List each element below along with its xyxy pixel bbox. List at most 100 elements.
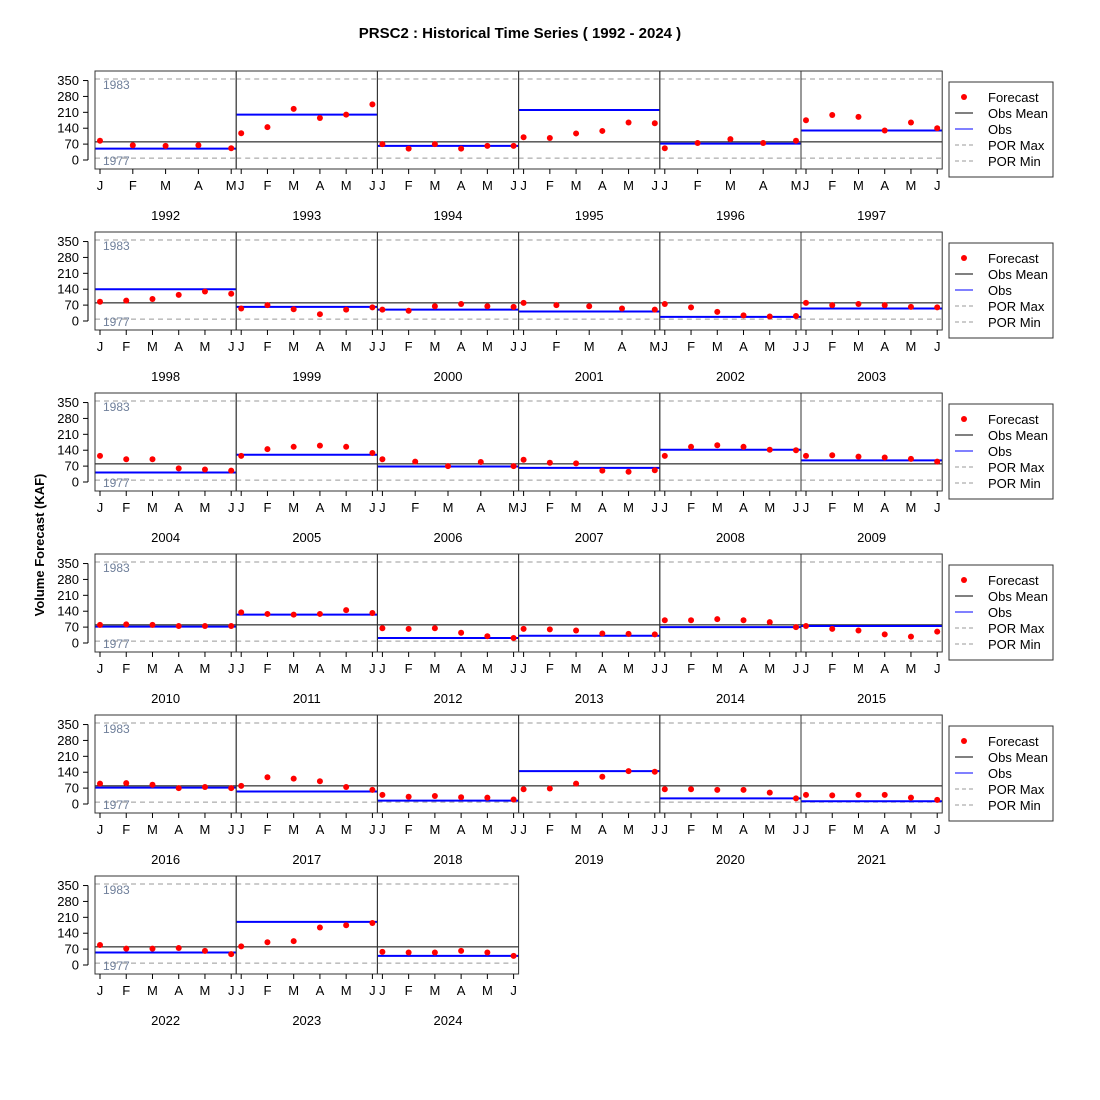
forecast-point — [520, 786, 527, 793]
x-tick-label: M — [147, 339, 158, 354]
forecast-point — [97, 137, 103, 144]
por-max-year-label: 1983 — [103, 78, 130, 92]
panel-year-label: 2003 — [857, 369, 886, 384]
x-tick-label: J — [934, 500, 941, 515]
x-tick-label: A — [174, 661, 183, 676]
forecast-point — [316, 778, 323, 785]
x-tick-label: F — [687, 822, 695, 837]
x-tick-label: F — [546, 500, 554, 515]
x-tick-label: J — [379, 500, 386, 515]
forecast-point — [766, 789, 773, 796]
x-tick-label: J — [652, 178, 659, 193]
x-tick-label: M — [429, 822, 440, 837]
x-tick-label: A — [476, 500, 485, 515]
legend-label: Obs Mean — [988, 428, 1048, 443]
forecast-point — [405, 145, 412, 152]
x-tick-label: M — [853, 661, 864, 676]
forecast-point — [201, 466, 208, 473]
forecast-point — [661, 617, 668, 624]
forecast-point — [290, 443, 297, 450]
x-tick-label: J — [662, 661, 669, 676]
x-tick-label: M — [906, 339, 917, 354]
x-tick-label: M — [288, 822, 299, 837]
x-tick-label: F — [263, 339, 271, 354]
panel-frame — [518, 553, 661, 653]
forecast-point — [881, 631, 888, 638]
y-tick-label: 0 — [72, 958, 79, 973]
forecast-point — [175, 944, 182, 951]
x-tick-label: A — [880, 178, 889, 193]
legend-label: Obs Mean — [988, 106, 1048, 121]
panel-2003: J F M A M J 2003 — [800, 231, 943, 384]
x-tick-label: M — [623, 822, 634, 837]
y-tick-label: 70 — [65, 620, 79, 635]
panel-2023: J F M A M J 2023 — [235, 875, 378, 1028]
forecast-point — [201, 622, 208, 629]
x-tick-label: A — [457, 983, 466, 998]
x-tick-label: J — [228, 983, 235, 998]
legend-label: Obs — [988, 444, 1012, 459]
x-tick-label: M — [571, 500, 582, 515]
forecast-point — [228, 290, 235, 297]
forecast-point — [881, 127, 888, 134]
x-tick-label: J — [793, 339, 800, 354]
x-tick-label: A — [880, 339, 889, 354]
y-tick-label: 140 — [57, 443, 79, 458]
panel-year-label: 2009 — [857, 530, 886, 545]
forecast-point — [740, 443, 747, 450]
forecast-point — [175, 465, 182, 472]
forecast-point — [766, 446, 773, 453]
x-tick-label: M — [200, 822, 211, 837]
x-tick-label: J — [510, 178, 517, 193]
forecast-point — [458, 145, 465, 152]
forecast-point — [458, 629, 465, 636]
panel-2017: J F M A M J 2017 — [235, 714, 378, 867]
forecast-point — [803, 452, 809, 459]
panel-2014: J F M A M J 2014 — [659, 553, 802, 706]
panel-year-label: 2016 — [151, 852, 180, 867]
forecast-point — [175, 622, 182, 629]
x-tick-label: J — [379, 339, 386, 354]
x-tick-label: M — [200, 983, 211, 998]
forecast-point — [316, 924, 323, 931]
x-tick-label: J — [369, 339, 376, 354]
x-tick-label: M — [288, 178, 299, 193]
x-tick-label: F — [263, 661, 271, 676]
x-tick-label: M — [429, 178, 440, 193]
x-tick-label: J — [379, 983, 386, 998]
forecast-point — [881, 791, 888, 798]
x-tick-label: M — [482, 339, 493, 354]
x-tick-label: J — [662, 822, 669, 837]
panel-frame — [800, 553, 943, 653]
x-tick-label: M — [341, 822, 352, 837]
forecast-point — [238, 130, 245, 137]
panel-year-label: 1997 — [857, 208, 886, 223]
forecast-point — [129, 142, 136, 149]
forecast-point — [175, 291, 182, 298]
panel-frame — [376, 714, 520, 814]
forecast-point — [688, 443, 695, 450]
panel-frame — [235, 392, 378, 492]
forecast-point — [714, 442, 721, 449]
legend-label: Obs — [988, 766, 1012, 781]
panel-2002: J F M A M J 2002 — [659, 231, 802, 384]
x-tick-label: M — [764, 822, 775, 837]
forecast-point — [760, 139, 767, 146]
forecast-point — [855, 791, 862, 798]
x-tick-label: M — [853, 822, 864, 837]
forecast-point — [793, 447, 799, 454]
panel-year-label: 2004 — [151, 530, 180, 545]
x-tick-label: M — [712, 822, 723, 837]
forecast-point — [907, 303, 914, 310]
y-tick-label: 350 — [57, 395, 79, 410]
panel-year-label: 1996 — [716, 208, 745, 223]
x-tick-label: J — [934, 178, 941, 193]
x-tick-label: M — [160, 178, 171, 193]
panel-year-label: 2011 — [293, 691, 321, 706]
forecast-point — [343, 783, 350, 790]
x-tick-label: M — [429, 339, 440, 354]
x-tick-label: A — [598, 500, 607, 515]
